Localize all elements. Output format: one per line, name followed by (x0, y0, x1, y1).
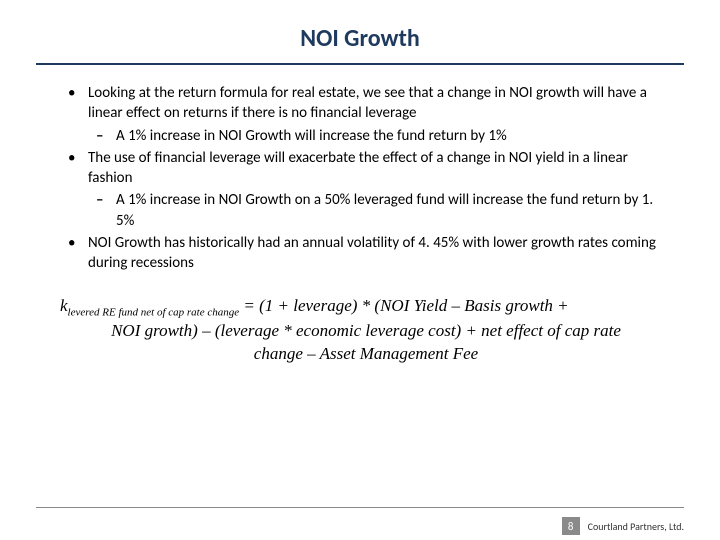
bullet-item: NOI Growth has historically had an annua… (60, 233, 672, 274)
content-area: Looking at the return formula for real e… (0, 83, 720, 366)
formula-line3: change – Asset Management Fee (60, 343, 672, 366)
bullet-list: Looking at the return formula for real e… (60, 83, 672, 273)
sub-bullet-item: A 1% increase in NOI Growth on a 50% lev… (60, 190, 672, 231)
company-name: Courtland Partners, Ltd. (588, 520, 684, 533)
footer-right: 8 Courtland Partners, Ltd. (562, 517, 684, 535)
sub-bullet-item: A 1% increase in NOI Growth will increas… (60, 126, 672, 146)
footer: 8 Courtland Partners, Ltd. (36, 507, 684, 514)
formula-variable: k (60, 296, 68, 315)
page-number: 8 (562, 517, 580, 535)
formula-block: klevered RE fund net of cap rate change … (60, 295, 672, 366)
title-divider (36, 63, 684, 65)
formula-rhs1: = (1 + leverage) * (NOI Yield – Basis gr… (239, 296, 569, 315)
formula-line2: NOI growth) – (leverage * economic lever… (60, 320, 672, 343)
bullet-item: Looking at the return formula for real e… (60, 83, 672, 124)
footer-divider (36, 507, 684, 508)
bullet-item: The use of financial leverage will exace… (60, 148, 672, 189)
slide-title: NOI Growth (0, 0, 720, 63)
formula-subscript: levered RE fund net of cap rate change (68, 307, 240, 319)
formula-line1: klevered RE fund net of cap rate change … (60, 295, 672, 320)
